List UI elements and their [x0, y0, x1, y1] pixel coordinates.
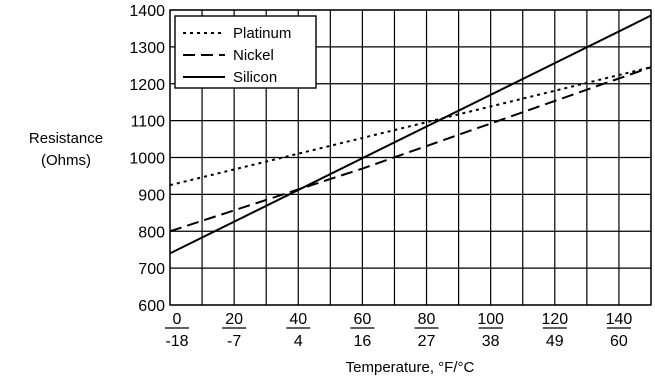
y-tick-label: 700: [138, 261, 165, 278]
x-tick-label-f: 20: [225, 311, 243, 328]
x-tick-label-f: 60: [354, 311, 372, 328]
tick-labels: 600 700 800 900 1000 1100 1200 1300 1400 0 -18 20 -7…: [129, 3, 632, 350]
y-tick-label: 1000: [129, 151, 165, 168]
x-tick-label-f: 40: [289, 311, 307, 328]
legend-label-platinum: Platinum: [233, 25, 291, 42]
x-tick-label-c: -7: [227, 333, 241, 350]
y-tick-label: 1300: [129, 40, 165, 57]
legend-label-nickel: Nickel: [233, 47, 274, 64]
series-line-silicon: [169, 14, 652, 255]
y-axis-label-line-2: (Ohms): [41, 152, 91, 169]
legend-label-silicon: Silicon: [233, 69, 277, 86]
x-tick-label-c: 49: [546, 333, 564, 350]
x-tick-label-c: 27: [418, 333, 436, 350]
series-line-nickel: [169, 66, 652, 233]
series-line-platinum: [169, 66, 652, 187]
x-tick-label-f: 100: [477, 311, 504, 328]
x-tick-label-f: 120: [541, 311, 568, 328]
legend: Platinum Nickel Silicon: [174, 15, 317, 89]
y-tick-label: 600: [138, 298, 165, 315]
y-tick-label: 1400: [129, 3, 165, 20]
x-tick-label-f: 0: [173, 311, 182, 328]
x-tick-label-c: 4: [294, 333, 303, 350]
x-tick-label-c: -18: [165, 333, 188, 350]
y-tick-label: 1100: [131, 114, 166, 131]
y-tick-label: 800: [138, 224, 165, 241]
x-tick-label-f: 80: [418, 311, 436, 328]
plot-frame: [169, 9, 652, 306]
y-axis-label-line-1: Resistance: [29, 130, 103, 147]
x-tick-label-f: 140: [606, 311, 633, 328]
x-tick-label-c: 38: [482, 333, 500, 350]
x-axis-label: Temperature, °F/°C: [346, 359, 475, 376]
y-tick-label: 1200: [129, 77, 165, 94]
y-tick-label: 900: [138, 187, 165, 204]
x-tick-label-c: 60: [610, 333, 628, 350]
grid: [169, 9, 652, 306]
series-lines: [169, 14, 652, 255]
x-tick-label-c: 16: [354, 333, 372, 350]
